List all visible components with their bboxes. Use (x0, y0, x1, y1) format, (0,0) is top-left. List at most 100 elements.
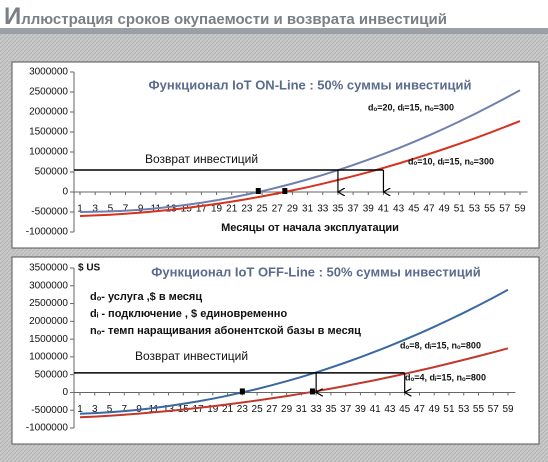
breakeven-marker (282, 188, 288, 194)
y-tick-label: 0 (62, 387, 68, 398)
x-tick-label: 35 (325, 404, 337, 415)
y-tick-label: -500000 (31, 405, 68, 416)
x-tick-label: 21 (222, 404, 234, 415)
x-tick-label: 7 (123, 204, 129, 215)
x-tick-label: 29 (281, 404, 293, 415)
x-tick-label: 45 (399, 404, 411, 415)
y-tick-label: 1500000 (29, 127, 68, 138)
x-tick-label: 35 (332, 204, 344, 215)
panel (11, 61, 540, 249)
x-tick-label: 51 (454, 204, 466, 215)
breakeven-marker (309, 388, 315, 395)
x-tick-label: 29 (287, 204, 299, 215)
note: dᵢ - подключение , $ единовременно (90, 308, 287, 320)
y-tick-label: 500000 (35, 167, 69, 178)
reference-label: Возврат инвестиций (135, 349, 248, 363)
x-tick-label: 11 (149, 404, 160, 415)
x-tick-label: 59 (502, 404, 514, 415)
series-label: dₒ=8, dᵢ=15, nₒ=800 (400, 340, 481, 350)
y-tick-label: 2500000 (29, 87, 68, 98)
x-tick-label: 37 (348, 204, 360, 215)
x-tick-label: 3 (92, 204, 98, 215)
x-tick-label: 7 (121, 404, 127, 415)
x-tick-label: 55 (473, 404, 485, 415)
y-tick-label: 2000000 (29, 316, 68, 327)
y-tick-label: 0 (62, 187, 68, 198)
breakeven-marker (239, 388, 245, 395)
x-tick-label: 53 (469, 204, 481, 215)
x-tick-label: 33 (317, 204, 329, 215)
y-tick-label: -1000000 (26, 423, 69, 434)
x-tick-label: 5 (108, 204, 114, 215)
header-bar (0, 28, 548, 34)
x-tick-label: 47 (414, 404, 426, 415)
x-tick-label: 39 (355, 404, 367, 415)
y-tick-label: 1000000 (29, 147, 68, 158)
x-tick-label: 41 (378, 204, 390, 215)
x-tick-label: 37 (340, 404, 352, 415)
series-label: dₒ=10, dᵢ=15, nₒ=300 (408, 156, 494, 166)
x-tick-label: 49 (439, 204, 451, 215)
x-tick-label: 5 (107, 404, 113, 415)
x-tick-label: 31 (302, 204, 314, 215)
y-tick-label: -1000000 (26, 227, 69, 238)
x-tick-label: 15 (181, 204, 193, 215)
y-tick-label: 500000 (35, 369, 69, 380)
x-axis-label: Месяцы от начала эксплуатации (221, 222, 399, 234)
note: nₒ- темп наращивания абонентской базы в … (90, 325, 361, 337)
x-tick-label: 41 (370, 404, 382, 415)
y-tick-label: 3500000 (29, 263, 68, 274)
x-tick-label: 33 (311, 404, 323, 415)
x-tick-label: 21 (226, 204, 238, 215)
y-tick-label: 1500000 (29, 334, 68, 345)
series-line (79, 288, 509, 415)
x-tick-label: 17 (196, 204, 208, 215)
x-tick-label: 57 (488, 404, 500, 415)
x-tick-label: 23 (237, 404, 249, 415)
series-label: dₒ=4, dᵢ=15, nₒ=800 (405, 372, 486, 382)
x-tick-label: 19 (211, 204, 223, 215)
x-tick-label: 53 (458, 404, 470, 415)
x-tick-label: 49 (429, 404, 441, 415)
y-axis-label: $ US (78, 263, 101, 274)
x-tick-label: 13 (163, 404, 175, 415)
y-tick-label: -500000 (31, 207, 68, 218)
x-tick-label: 1 (77, 404, 83, 415)
x-tick-label: 39 (363, 204, 375, 215)
x-tick-label: 17 (193, 404, 205, 415)
x-tick-label: 51 (443, 404, 455, 415)
breakeven-marker (255, 188, 261, 194)
series-label: dₒ=20, dᵢ=15, nₒ=300 (368, 102, 454, 112)
x-tick-label: 45 (408, 204, 420, 215)
y-tick-label: 1000000 (29, 352, 68, 363)
note: dₒ- услуга ,$ в месяц (90, 291, 202, 303)
x-tick-label: 3 (92, 404, 98, 415)
x-tick-label: 25 (252, 404, 264, 415)
x-tick-label: 1 (77, 204, 83, 215)
x-tick-label: 47 (423, 204, 435, 215)
series-line (79, 120, 521, 217)
chart-title: Функционал IoT ON-Line : 50% суммы инвес… (149, 77, 472, 92)
x-tick-label: 25 (257, 204, 269, 215)
x-tick-label: 43 (393, 204, 405, 215)
y-tick-label: 2500000 (29, 298, 68, 309)
chart-title: Функционал IoT OFF-Line : 50% суммы инве… (151, 264, 480, 279)
series-line (79, 347, 509, 419)
page-title: Иллюстрация сроков окупаемости и возврат… (4, 3, 447, 30)
x-tick-label: 43 (384, 404, 396, 415)
x-tick-label: 55 (484, 204, 496, 215)
series-line (79, 89, 521, 213)
x-tick-label: 27 (266, 404, 278, 415)
reference-label: Возврат инвестиций (145, 152, 258, 166)
x-tick-label: 19 (207, 404, 219, 415)
x-tick-label: 27 (272, 204, 284, 215)
x-tick-label: 31 (296, 404, 308, 415)
x-tick-label: 59 (514, 204, 526, 215)
y-tick-label: 2000000 (29, 107, 68, 118)
x-tick-label: 23 (241, 204, 253, 215)
y-tick-label: 3000000 (29, 280, 68, 291)
y-tick-label: 3000000 (29, 67, 68, 78)
x-tick-label: 57 (499, 204, 511, 215)
